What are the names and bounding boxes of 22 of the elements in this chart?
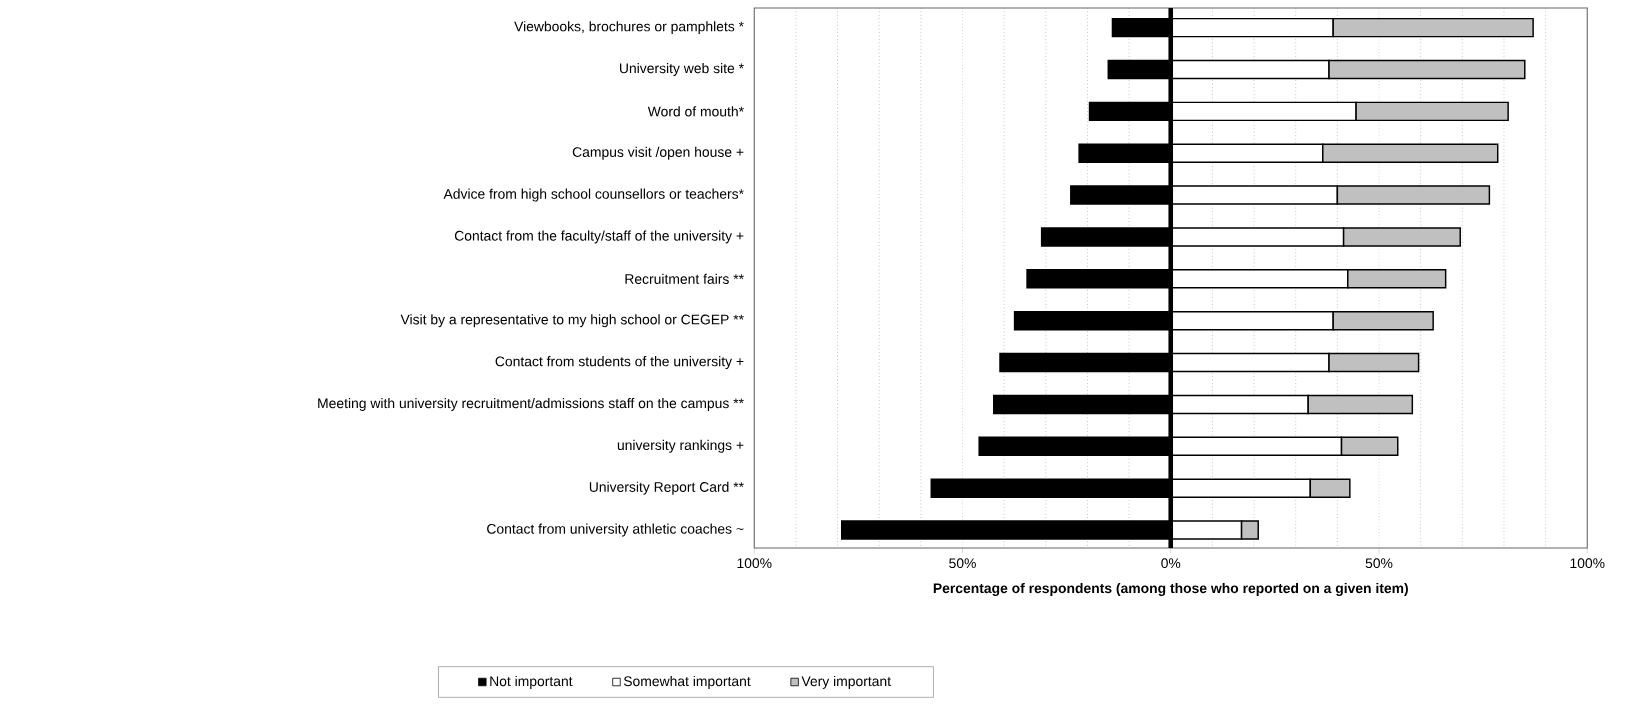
y-tick-label: Contact from the faculty/staff of the university +: [454, 230, 744, 244]
x-tick-label: 50%: [949, 558, 976, 569]
x-axis-title: Percentage of respondents (among those who reported on a given item): [933, 582, 1408, 596]
y-tick-label: Word of mouth*: [647, 106, 744, 117]
y-tick-label: University web site *: [620, 63, 744, 76]
y-tick-label: Recruitment fairs **: [625, 273, 744, 284]
legend-label: Somewhat important: [623, 675, 751, 689]
x-tick-label: 100%: [1570, 558, 1605, 569]
y-tick-label: University Report Card **: [589, 481, 744, 495]
x-tick-label: 100%: [737, 558, 772, 569]
legend-label: Not important: [490, 675, 573, 689]
y-tick-label: university rankings +: [617, 439, 744, 453]
y-tick-label: Campus visit /open house +: [572, 146, 744, 160]
y-tick-label: Visit by a representative to my high school or CEGEP **: [400, 314, 744, 328]
x-tick-label: 50%: [1365, 558, 1393, 569]
y-tick-label: Viewbooks, brochures or pamphlets *: [514, 21, 744, 35]
y-tick-label: Contact from university athletic coaches ~: [487, 523, 744, 537]
y-tick-label: Contact from students of the university +: [495, 356, 744, 370]
y-tick-label: Advice from high school counsellors or teachers*: [443, 188, 744, 202]
legend-label: Very important: [801, 675, 891, 689]
y-tick-label: Meeting with university recruitment/admissions staff on the campus **: [318, 398, 744, 411]
x-tick-label: 0%: [1161, 558, 1181, 569]
